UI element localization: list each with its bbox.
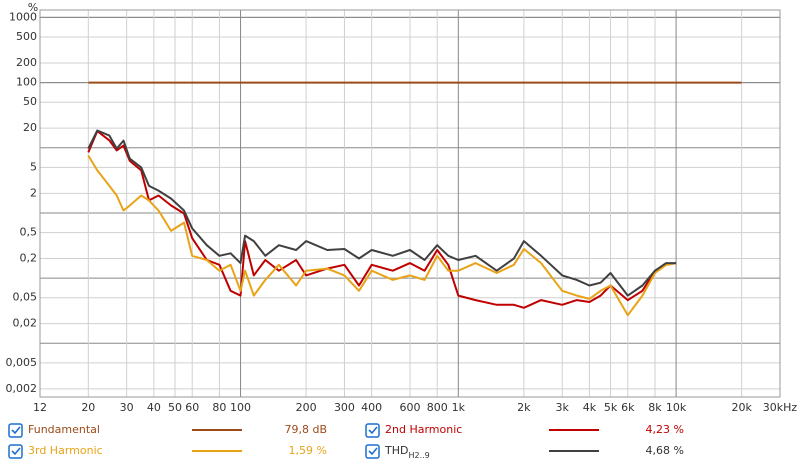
y-tick-label: 0,02 xyxy=(13,317,38,330)
x-tick-label: 60 xyxy=(185,401,199,414)
checkbox-check xyxy=(11,426,21,435)
y-tick-label: 2 xyxy=(30,186,37,199)
checkbox-box xyxy=(8,444,23,459)
legend-checkbox[interactable] xyxy=(365,444,380,459)
series-line xyxy=(87,130,677,309)
x-tick-label: 12 xyxy=(33,401,47,414)
x-tick-label: 6k xyxy=(621,401,635,414)
x-tick-label: 400 xyxy=(361,401,382,414)
legend-checkbox[interactable] xyxy=(8,444,23,459)
x-tick-label: 8k xyxy=(648,401,662,414)
legend-item: 3rd Harmonic 1,59 % xyxy=(8,444,327,459)
x-tick-label: 300 xyxy=(334,401,355,414)
legend-value: 79,8 dB xyxy=(284,423,327,436)
x-tick-label: 100 xyxy=(230,401,251,414)
y-unit: % xyxy=(28,1,38,14)
legend-item: THDH2..9 4,68 % xyxy=(365,444,684,460)
y-tick-label: 50 xyxy=(23,95,37,108)
y-tick-label: 0,05 xyxy=(13,291,38,304)
legend-value: 1,59 % xyxy=(289,444,327,457)
y-tick-label: 0,005 xyxy=(6,356,38,369)
legend-item: Fundamental 79,8 dB xyxy=(8,423,327,438)
y-tick-label: 100 xyxy=(16,76,37,89)
y-tick-label: 500 xyxy=(16,30,37,43)
checkbox-box xyxy=(365,423,380,438)
x-tick-label: 200 xyxy=(296,401,317,414)
legend-subscript: H2..9 xyxy=(408,451,429,460)
legend-name: 2nd Harmonic xyxy=(385,423,462,436)
legend-checkbox[interactable] xyxy=(8,423,23,438)
checkbox-check xyxy=(368,426,378,435)
x-tick-label: 5k xyxy=(604,401,618,414)
legend-name: THD xyxy=(384,444,408,457)
x-tick-label: 30kHz xyxy=(763,401,798,414)
x-tick-label: 50 xyxy=(168,401,182,414)
y-tick-label: 0,2 xyxy=(20,252,38,265)
x-tick-label: 3k xyxy=(556,401,570,414)
y-tick-label: 0,5 xyxy=(20,226,38,239)
x-tick-label: 30 xyxy=(120,401,134,414)
legend-name: 3rd Harmonic xyxy=(28,444,103,457)
checkbox-box xyxy=(8,423,23,438)
x-tick-label: 4k xyxy=(583,401,597,414)
x-tick-label: 20 xyxy=(81,401,95,414)
plot-frame xyxy=(39,9,781,398)
x-tick-label: 20k xyxy=(731,401,752,414)
x-tick-label: 40 xyxy=(147,401,161,414)
x-tick-label: 1k xyxy=(452,401,466,414)
series-line xyxy=(87,154,677,317)
x-tick-label: 10k xyxy=(666,401,687,414)
legend-checkbox[interactable] xyxy=(365,423,380,438)
legend-item: 2nd Harmonic 4,23 % xyxy=(365,423,684,438)
series-line xyxy=(87,129,677,297)
legend-value: 4,68 % xyxy=(646,444,684,457)
x-tick-label: 600 xyxy=(400,401,421,414)
legend-label: 3rd Harmonic xyxy=(28,444,103,457)
legend-name: Fundamental xyxy=(28,423,100,436)
checkbox-box xyxy=(365,444,380,459)
checkbox-check xyxy=(368,447,378,456)
y-tick-label: 0,002 xyxy=(6,382,38,395)
legend-label: Fundamental xyxy=(28,423,100,436)
y-tick-label: 20 xyxy=(23,121,37,134)
checkbox-check xyxy=(11,447,21,456)
y-tick-label: 200 xyxy=(16,56,37,69)
x-tick-label: 800 xyxy=(427,401,448,414)
legend-label: THDH2..9 xyxy=(384,444,430,460)
x-tick-label: 80 xyxy=(212,401,226,414)
y-tick-label: 5 xyxy=(30,160,37,173)
legend-label: 2nd Harmonic xyxy=(385,423,462,436)
y-tick-label: 1000 xyxy=(9,10,37,23)
legend-value: 4,23 % xyxy=(646,423,684,436)
x-tick-label: 2k xyxy=(517,401,531,414)
